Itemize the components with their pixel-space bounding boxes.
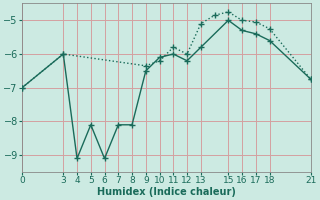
X-axis label: Humidex (Indice chaleur): Humidex (Indice chaleur) [97, 187, 236, 197]
